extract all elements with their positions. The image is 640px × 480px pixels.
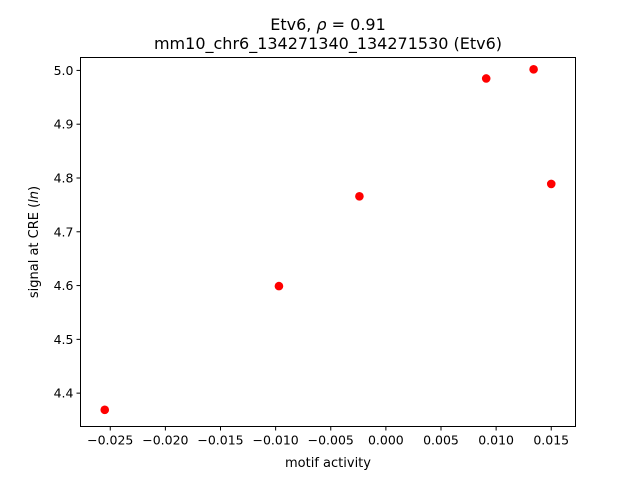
chart-subtitle: mm10_chr6_134271340_134271530 (Etv6) — [154, 34, 502, 54]
data-point — [529, 65, 538, 74]
y-tick-label: 4.9 — [54, 117, 74, 132]
x-tick-label: −0.015 — [197, 433, 243, 448]
x-tick-label: 0.010 — [478, 433, 514, 448]
data-point — [546, 179, 556, 189]
x-axis-label: motif activity — [285, 456, 371, 471]
y-tick-label: 5.0 — [54, 63, 74, 78]
x-tick-label: −0.020 — [142, 433, 188, 448]
y-tick-label: 4.4 — [54, 386, 74, 401]
y-tick-label: 4.6 — [54, 278, 74, 293]
x-tick-label: −0.010 — [253, 433, 299, 448]
x-axis: −0.025 −0.020 −0.015 −0.010 −0.005 0.000 0.005… — [87, 426, 569, 448]
data-points — [100, 65, 556, 415]
x-tick-label: 0.000 — [368, 433, 404, 448]
y-tick-label: 4.5 — [54, 332, 74, 347]
data-point — [355, 191, 364, 201]
x-tick-label: −0.005 — [308, 433, 354, 448]
data-point — [100, 405, 110, 415]
plot-area — [80, 57, 576, 427]
x-tick-label: −0.025 — [87, 433, 133, 448]
plot-frame — [80, 57, 576, 427]
x-tick-label: 0.005 — [423, 433, 459, 448]
y-tick-label: 4.8 — [54, 170, 74, 185]
data-point — [481, 74, 491, 83]
chart-title: Etv6, ρ = 0.91 — [270, 15, 386, 34]
x-tick-label: 0.015 — [533, 433, 569, 448]
data-point — [274, 281, 284, 291]
y-axis: 4.4 4.5 4.6 4.7 4.8 4.9 5.0 — [54, 63, 81, 401]
y-axis-label: signal at CRE (ln) — [27, 186, 42, 298]
y-tick-label: 4.7 — [54, 224, 74, 239]
